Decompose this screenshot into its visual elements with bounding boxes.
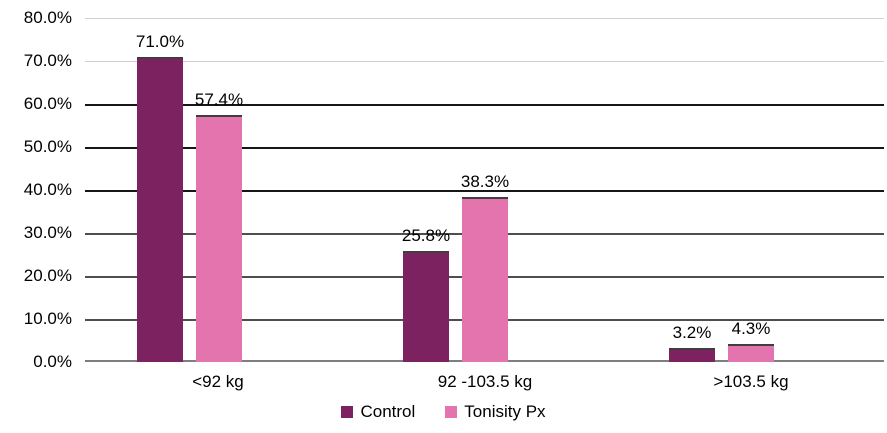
y-axis-tick-label: 40.0% [23, 180, 72, 199]
y-axis-tick-label: 30.0% [23, 223, 72, 242]
bar-tonisity-px-2 [728, 344, 774, 362]
y-axis-tick-label: 80.0% [23, 8, 72, 27]
x-axis-label-1: 92 -103.5 kg [437, 372, 533, 391]
gridline-70.0% [85, 61, 884, 62]
gridline-50.0% [85, 147, 884, 149]
legend-item-tonisity-px: Tonisity Px [445, 401, 546, 423]
bar-value-label-control-2: 3.2% [672, 323, 712, 342]
bar-value-label-control-1: 25.8% [401, 226, 451, 245]
legend-swatch-tonisity-px-icon [445, 406, 458, 418]
y-axis-tick-label: 50.0% [23, 137, 72, 156]
bar-tonisity-px-0 [196, 115, 242, 362]
y-axis-tick-label: 60.0% [23, 94, 72, 113]
y-axis-tick-label: 10.0% [23, 309, 72, 328]
legend-label-tonisity-px: Tonisity Px [464, 402, 546, 421]
bar-value-label-tonisity-px-2: 4.3% [731, 319, 771, 338]
legend-swatch-control-icon [341, 406, 354, 418]
x-axis-label-0: <92 kg [192, 372, 244, 391]
bar-control-2 [669, 348, 715, 362]
legend-label-control: Control [360, 402, 416, 421]
legend: Control Tonisity Px [0, 401, 887, 423]
y-axis-tick-label: 20.0% [23, 266, 72, 285]
bar-value-label-control-0: 71.0% [135, 32, 185, 51]
gridline-40.0% [85, 190, 884, 192]
legend-item-control: Control [341, 401, 415, 423]
bar-control-0 [137, 57, 183, 362]
plot-area: 71.0% 57.4% <92 kg 25.8% 38.3% 92 -103.5 kg 3.… [85, 18, 884, 391]
bar-tonisity-px-1 [462, 197, 508, 362]
x-axis-label-2: >103.5 kg [713, 372, 789, 391]
y-axis-tick-label: 0.0% [33, 352, 72, 371]
bar-value-label-tonisity-px-1: 38.3% [460, 172, 510, 191]
gridline-60.0% [85, 104, 884, 106]
bar-control-1 [403, 251, 449, 362]
bar-value-label-tonisity-px-0: 57.4% [194, 90, 244, 109]
gridline-80.0% [85, 18, 884, 19]
y-axis-tick-label: 70.0% [23, 51, 72, 70]
